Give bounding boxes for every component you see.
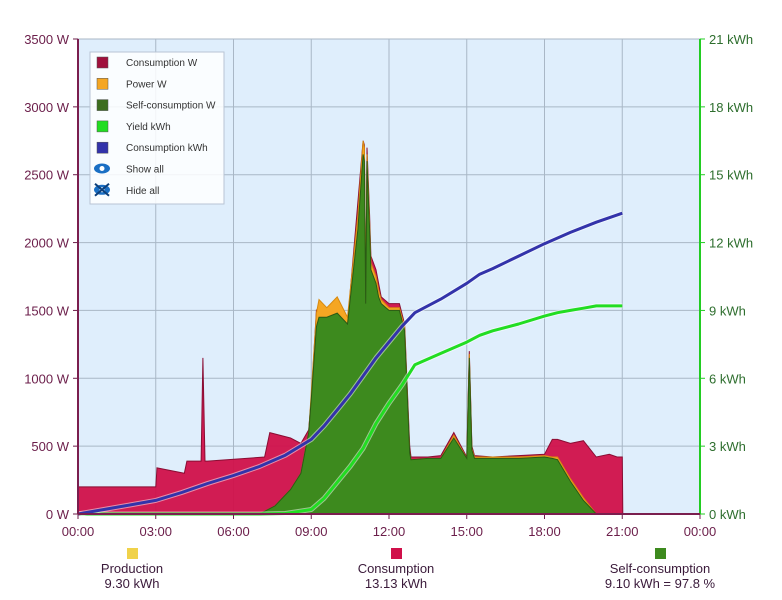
x-tick-label: 12:00 [373,524,406,539]
x-tick-label: 00:00 [62,524,95,539]
legend-item-yield-kwh[interactable]: Yield kWh [126,122,171,133]
legend-item-power-w[interactable]: Power W [126,79,167,90]
energy-chart: 00:00 03:00 06:00 09:00 12:00 15:00 18:00 21:00… [24,32,753,539]
y-right-tick-label: 9 kWh [709,303,746,318]
series-area-self-consumption-w [78,154,623,514]
series-edge-self-consumption-w [78,154,623,515]
x-tick-label: 21:00 [606,524,639,539]
legend-item-self-consumption-w[interactable]: Self-consumption W [126,101,216,112]
consumption-value: 13.13 kWh [364,576,428,591]
legend-swatch-consumption-kwh[interactable] [96,141,109,154]
legend: Consumption W Power W Self-consumption W Yi… [89,51,225,205]
y-left-tick-label: 0 W [46,507,70,522]
y-right-tick-label: 15 kWh [709,168,753,183]
legend-item-hide-all[interactable]: Hide all [126,186,159,197]
legend-swatch-self-consumption-w[interactable] [96,99,109,111]
legend-swatch-yield-kwh[interactable] [96,120,109,133]
x-tick-label: 18:00 [528,524,561,539]
y-left-tick-label: 3500 W [24,32,70,47]
legend-swatch-consumption-w[interactable] [96,56,109,69]
x-tick-label: 00:00 [684,524,717,539]
legend-swatch-power-w[interactable] [96,78,109,90]
production-label: Production [100,561,164,576]
y-left-tick-label: 1000 W [24,371,70,386]
consumption-swatch [390,548,402,559]
eye-crossed-icon[interactable] [94,183,110,197]
legend-item-show-all[interactable]: Show all [126,165,164,176]
axes: 00:00 03:00 06:00 09:00 12:00 15:00 18:00 21:00… [24,32,753,539]
summary-consumption: Consumption 13.13 kWh [296,548,496,591]
series-layer [77,140,624,517]
legend-item-consumption-w[interactable]: Consumption W [126,58,198,69]
series-edge-power-w [78,140,623,515]
y-left-tick-label: 500 W [31,439,69,454]
self-consumption-value: 9.10 kWh = 97.8 % [604,576,716,591]
y-left-tick-label: 1500 W [24,303,70,318]
production-swatch [126,548,138,559]
y-right-tick-label: 0 kWh [709,507,746,522]
x-tick-label: 15:00 [450,524,483,539]
self-consumption-swatch [654,548,666,559]
legend-item-consumption-kwh[interactable]: Consumption kWh [126,143,208,154]
x-tick-label: 03:00 [139,524,172,539]
series-line-consumption-kwh [77,211,623,516]
y-right-tick-label: 21 kWh [709,32,753,47]
series-line-yield-kwh [78,304,623,516]
self-consumption-label: Self-consumption [609,561,711,576]
x-tick-label: 06:00 [217,524,250,539]
y-left-tick-label: 2500 W [24,168,70,183]
summary-self-consumption: Self-consumption 9.10 kWh = 97.8 % [560,548,760,591]
eye-icon[interactable] [94,163,110,174]
y-right-tick-label: 12 kWh [709,236,753,251]
y-right-tick-label: 18 kWh [709,100,753,115]
summary-production: Production 9.30 kWh [32,548,232,591]
y-right-tick-label: 3 kWh [709,439,746,454]
y-left-tick-label: 3000 W [24,100,70,115]
consumption-label: Consumption [357,561,435,576]
y-left-tick-label: 2000 W [24,236,70,251]
production-value: 9.30 kWh [104,576,160,591]
x-tick-label: 09:00 [295,524,328,539]
y-right-tick-label: 6 kWh [709,371,746,386]
legend-box [89,51,225,205]
